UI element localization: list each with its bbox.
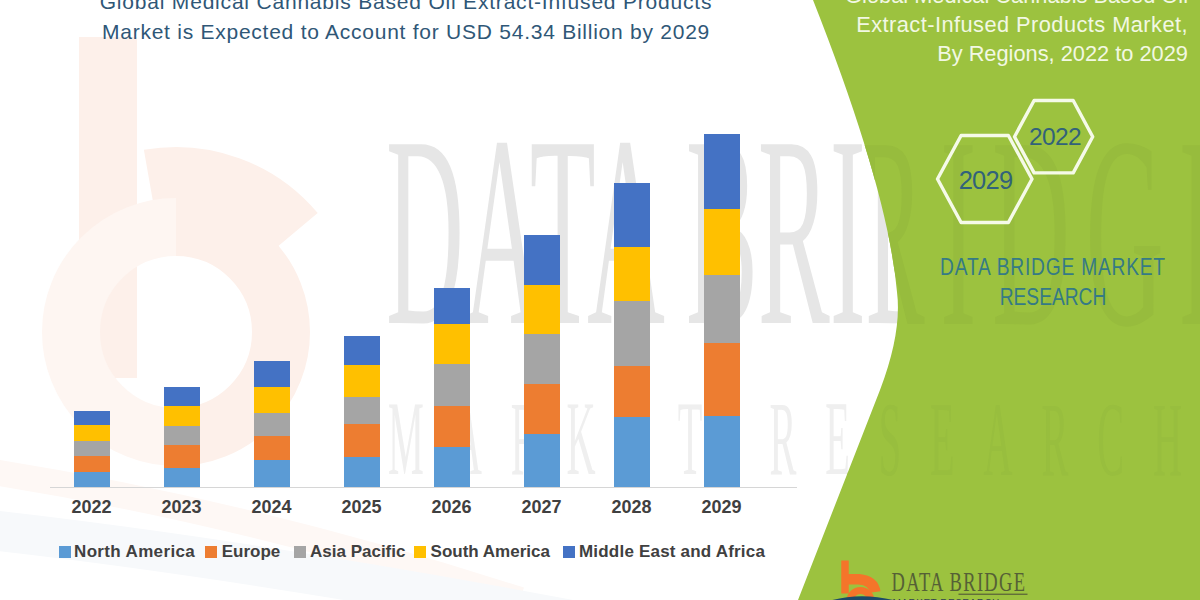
svg-text:DATA BRIDGE: DATA BRIDGE [892,567,1027,598]
